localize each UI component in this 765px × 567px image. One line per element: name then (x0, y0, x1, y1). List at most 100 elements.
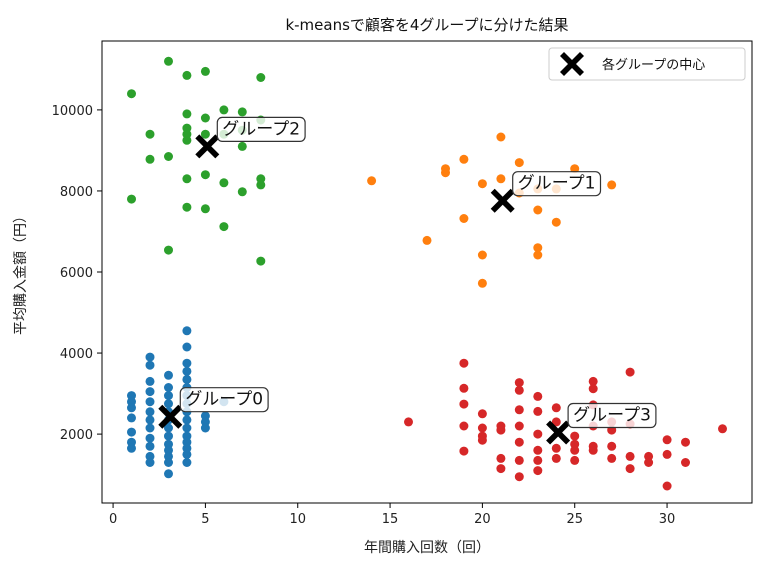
data-point-cluster-3 (533, 466, 543, 476)
data-point-cluster-0 (182, 326, 192, 336)
data-point-cluster-3 (625, 367, 635, 377)
data-point-cluster-2 (200, 113, 210, 123)
data-point-cluster-2 (164, 56, 173, 66)
legend-box (548, 47, 746, 81)
y-axis-title: 平均購入金額（円） (13, 209, 29, 335)
data-point-cluster-0 (145, 387, 155, 397)
data-point-cluster-2 (200, 129, 210, 139)
data-point-cluster-2 (219, 178, 229, 188)
data-point-cluster-3 (514, 405, 524, 415)
data-point-cluster-0 (182, 342, 192, 352)
centroid-markers (158, 134, 571, 445)
data-point-cluster-0 (182, 458, 192, 467)
centroid-annotations: グループ0 グループ1 グループ2 グループ3 (179, 116, 657, 429)
data-point-cluster-0 (145, 352, 155, 362)
data-point-cluster-1 (533, 250, 543, 260)
data-point-cluster-2 (127, 89, 136, 99)
annotation-box (179, 387, 269, 413)
data-point-cluster-3 (570, 455, 580, 465)
y-tick-label: 8000 (60, 185, 93, 200)
data-point-cluster-2 (200, 66, 210, 76)
data-point-cluster-2 (200, 170, 210, 180)
centroid-annotation: グループ1 (512, 171, 602, 197)
data-point-cluster-1 (570, 164, 580, 174)
data-point-cluster-1 (477, 250, 487, 260)
data-point-cluster-0 (145, 433, 155, 443)
data-point-cluster-0 (145, 360, 155, 370)
data-point-cluster-3 (644, 458, 654, 467)
data-point-cluster-0 (164, 423, 173, 433)
data-point-cluster-0 (182, 415, 192, 425)
data-point-cluster-0 (145, 458, 155, 467)
data-point-cluster-0 (164, 458, 173, 467)
data-point-cluster-0 (182, 374, 192, 384)
data-point-cluster-0 (164, 383, 173, 392)
y-tick-label: 4000 (60, 347, 93, 362)
data-point-cluster-0 (164, 391, 173, 401)
data-point-cluster-0 (145, 397, 155, 407)
data-point-cluster-1 (496, 174, 506, 184)
data-point-cluster-3 (533, 429, 543, 439)
data-point-cluster-3 (681, 458, 690, 467)
legend-centroid-marker-icon (560, 52, 584, 76)
y-tick-label: 10000 (52, 104, 93, 119)
data-point-cluster-3 (514, 385, 524, 395)
data-point-cluster-3 (496, 464, 506, 474)
data-point-cluster-3 (496, 425, 506, 435)
x-axis-title: 年間購入回数（回） (364, 540, 490, 556)
data-point-cluster-3 (514, 421, 524, 431)
data-point-cluster-3 (514, 378, 524, 388)
data-point-cluster-2 (219, 105, 229, 115)
data-point-cluster-3 (588, 445, 598, 455)
data-point-cluster-2 (164, 245, 173, 255)
data-point-cluster-2 (200, 204, 210, 214)
data-point-cluster-3 (533, 445, 543, 455)
x-tick-label: 20 (474, 512, 491, 527)
data-point-cluster-1 (607, 180, 617, 190)
data-point-cluster-3 (459, 421, 469, 431)
data-point-cluster-0 (200, 423, 210, 433)
data-point-cluster-0 (182, 358, 192, 368)
data-point-cluster-3 (625, 464, 635, 474)
data-point-cluster-0 (145, 441, 155, 451)
annotation-box (567, 402, 657, 429)
data-point-cluster-3 (662, 449, 672, 459)
data-point-cluster-1 (422, 235, 432, 245)
data-point-cluster-2 (256, 256, 266, 266)
data-point-cluster-0 (145, 415, 155, 425)
data-point-cluster-3 (514, 455, 524, 465)
data-point-cluster-0 (182, 423, 192, 433)
data-point-cluster-0 (145, 423, 155, 433)
data-point-cluster-0 (164, 469, 173, 479)
data-point-cluster-3 (459, 383, 469, 393)
annotation-box (216, 116, 306, 143)
x-tick-label: 5 (201, 512, 209, 527)
data-point-cluster-3 (607, 441, 617, 451)
data-point-cluster-3 (662, 481, 672, 491)
data-point-cluster-2 (256, 180, 266, 190)
x-tick-label: 10 (289, 512, 306, 527)
x-axis: 0 5 10 15 20 25 30 (109, 503, 675, 527)
data-point-cluster-3 (459, 446, 469, 456)
data-point-cluster-3 (477, 409, 487, 419)
centroid-annotation: グループ3 (567, 402, 657, 429)
data-point-cluster-0 (127, 427, 136, 437)
centroid-marker (158, 404, 183, 429)
data-point-cluster-3 (533, 406, 543, 416)
data-point-cluster-2 (182, 202, 192, 212)
data-point-cluster-3 (459, 399, 469, 409)
data-point-cluster-3 (588, 384, 598, 394)
data-point-cluster-2 (237, 187, 247, 197)
data-point-cluster-2 (219, 222, 229, 232)
data-point-cluster-1 (367, 176, 377, 186)
data-point-cluster-3 (514, 472, 524, 482)
data-point-cluster-3 (533, 391, 543, 401)
y-tick-label: 2000 (60, 428, 93, 443)
data-point-cluster-1 (441, 164, 450, 174)
annotation-label: グループ2 (222, 119, 300, 139)
annotation-label: グループ3 (573, 405, 651, 425)
data-point-cluster-3 (514, 437, 524, 447)
data-point-cluster-0 (182, 449, 192, 459)
data-point-cluster-3 (404, 417, 413, 427)
